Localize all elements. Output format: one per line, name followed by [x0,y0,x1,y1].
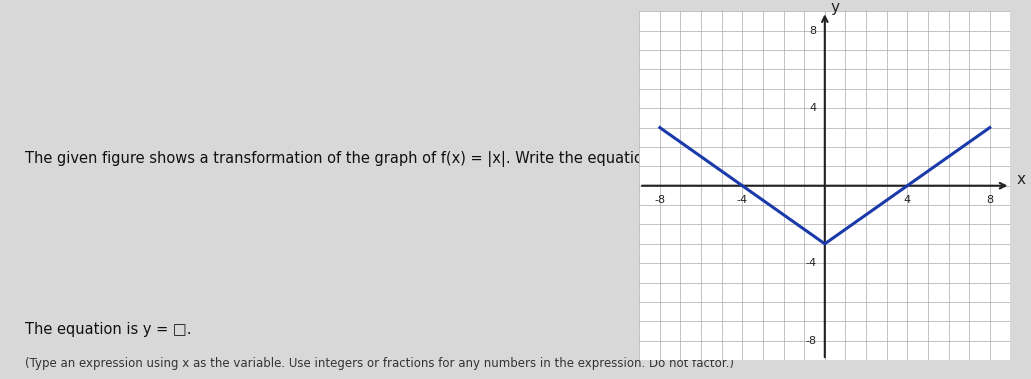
Text: (Type an expression using x as the variable. Use integers or fractions for any n: (Type an expression using x as the varia… [25,357,734,370]
Text: -8: -8 [805,336,817,346]
Text: x: x [1017,172,1026,187]
Text: y: y [831,0,840,15]
Text: 4: 4 [904,196,910,205]
Text: -8: -8 [655,196,665,205]
Text: -4: -4 [737,196,747,205]
Text: 8: 8 [809,26,817,36]
Text: The equation is y = □.: The equation is y = □. [25,322,191,337]
Text: -4: -4 [805,258,817,268]
Text: 4: 4 [809,103,817,113]
Text: 8: 8 [987,196,993,205]
Text: The given figure shows a transformation of the graph of f(x) = |x|. Write the eq: The given figure shows a transformation … [25,151,845,167]
